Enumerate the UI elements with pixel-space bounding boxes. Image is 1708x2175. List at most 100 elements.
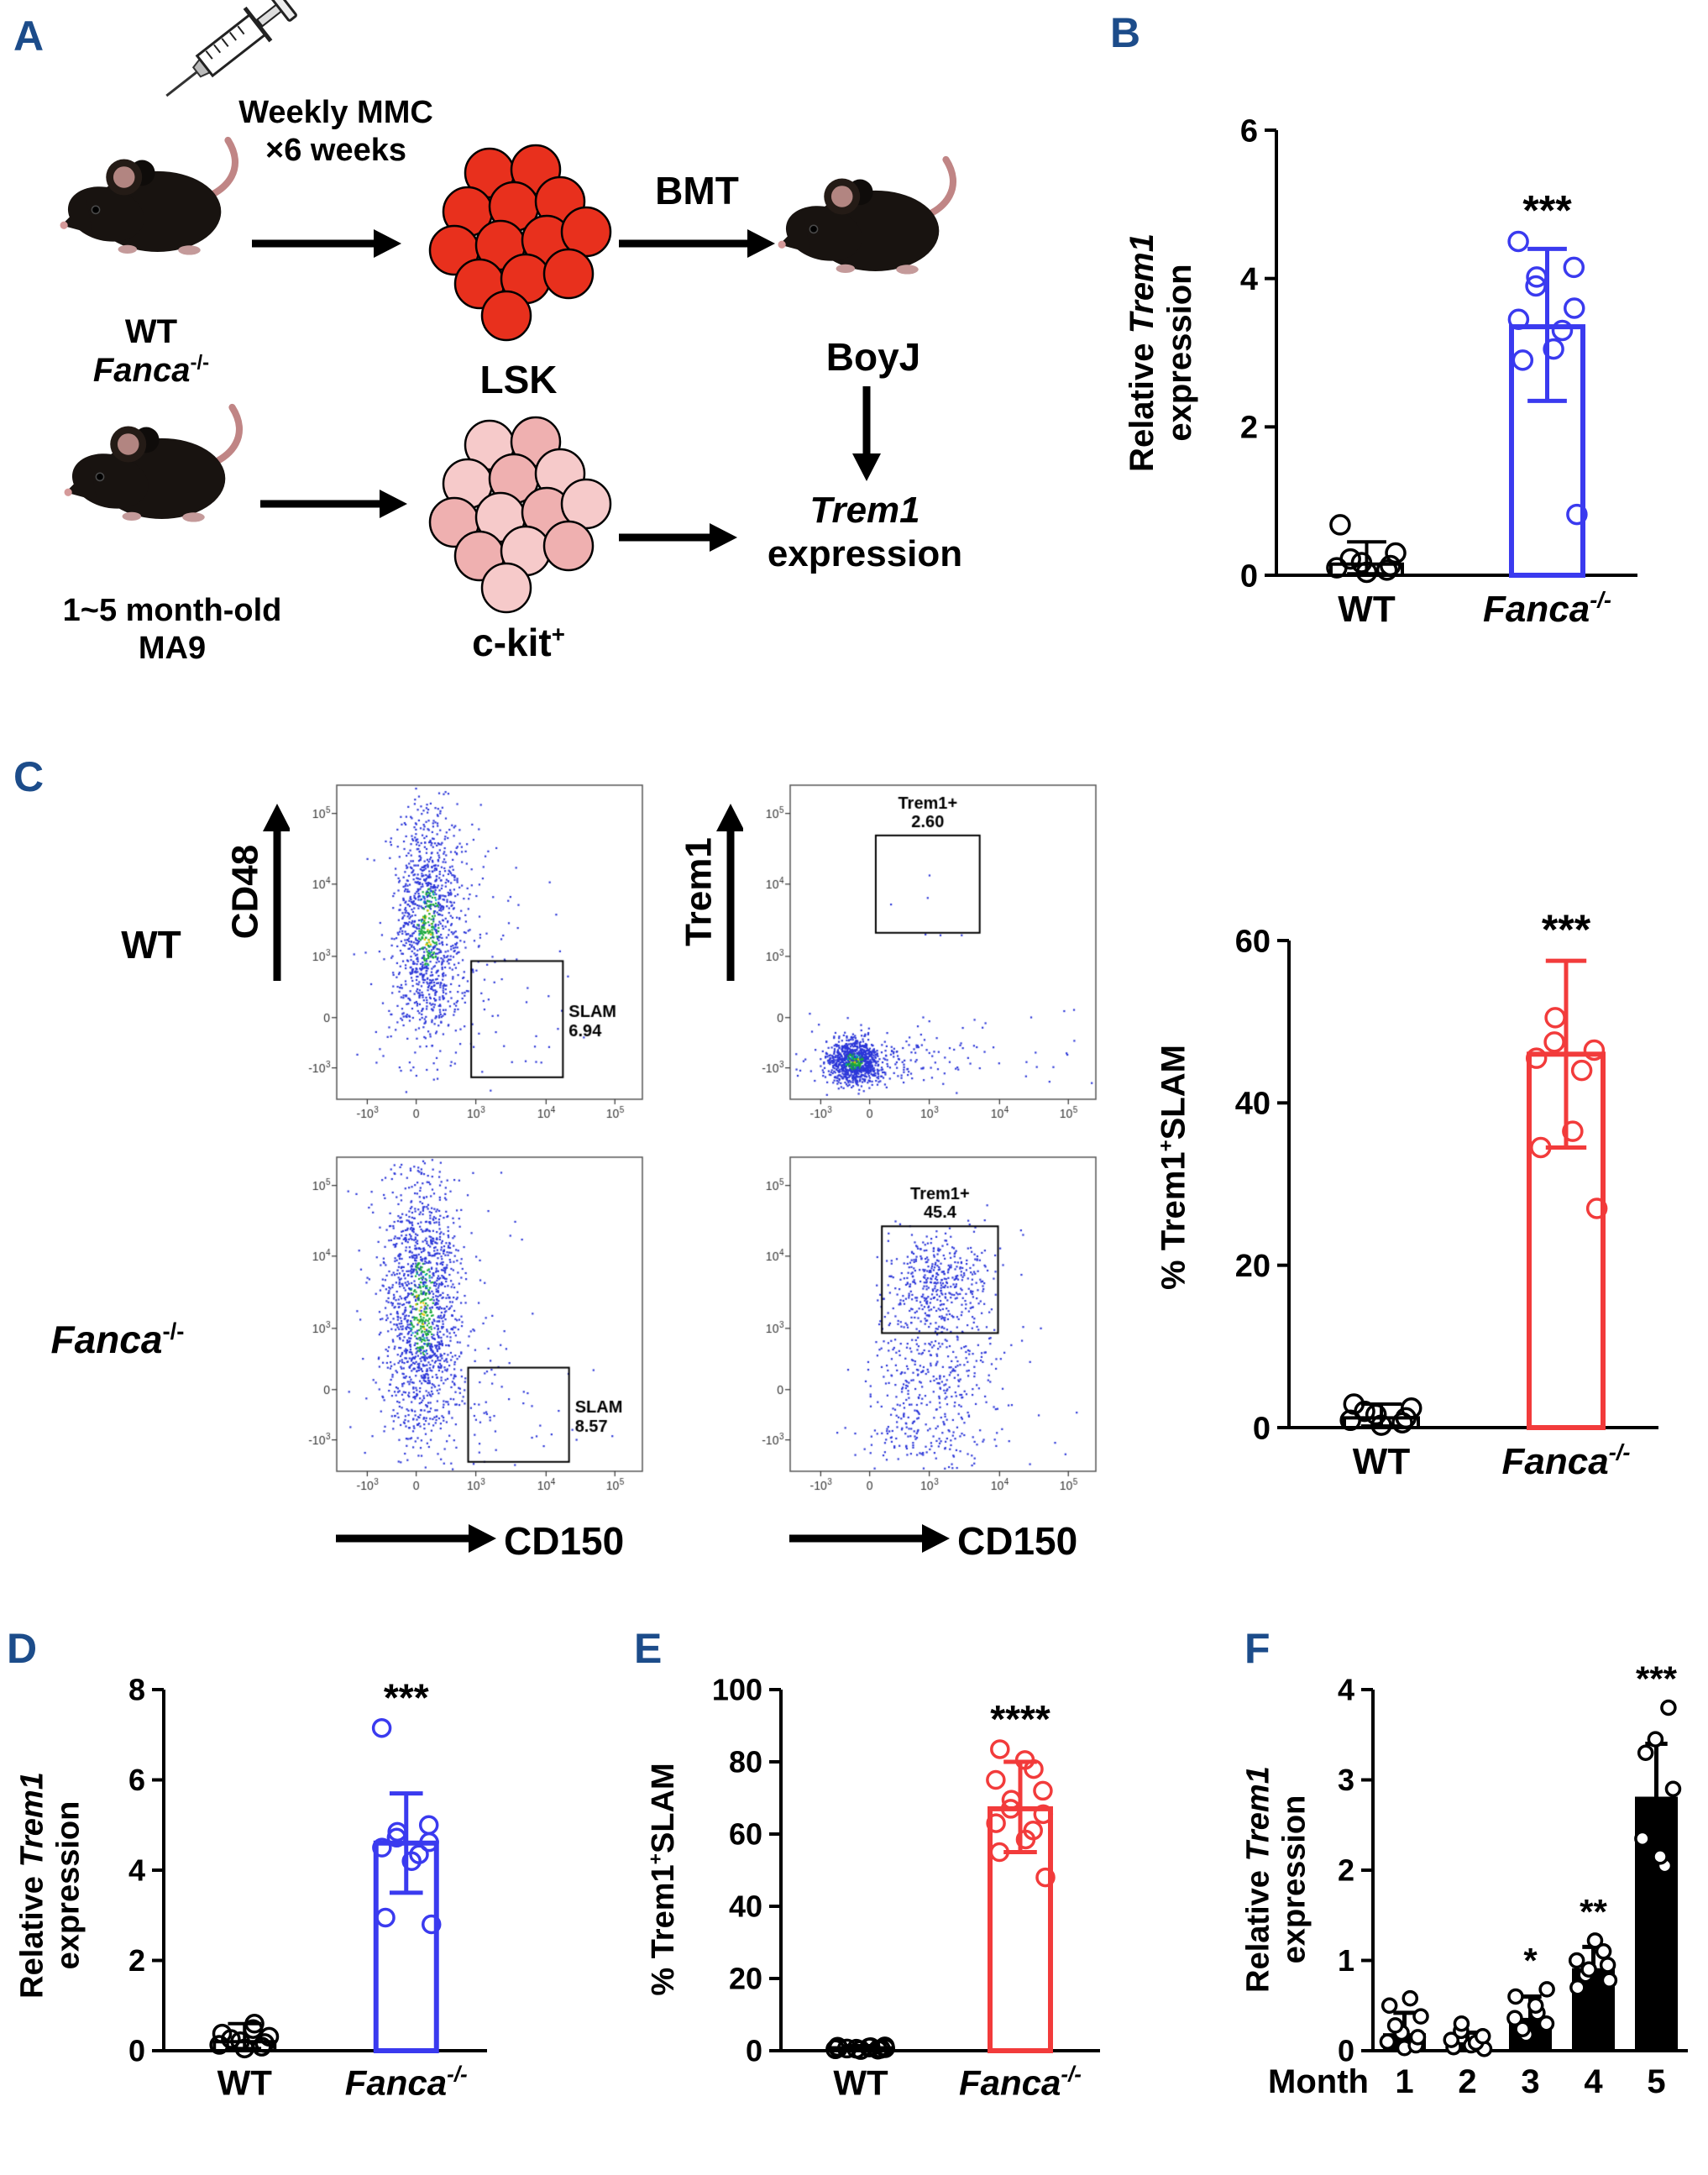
ma9-line1: 1~5 month-old [62, 593, 282, 628]
panel-c-label: C [13, 753, 45, 800]
chart-e-ylabel: % Trem1+SLAM [644, 1763, 682, 1996]
chart-e: 0 20 40 60 80 100 WT **** Fanca-/- [712, 1673, 1100, 2103]
chart-b-ylabel: Relative Trem1 expression [1124, 233, 1199, 472]
cd150-axis-label: CD150 [504, 1519, 625, 1563]
chart-d: 0 2 4 6 8 WT *** Fanca-/- [128, 1673, 487, 2103]
ckit-cells-icon [428, 416, 612, 614]
svg-text:0: 0 [1253, 1411, 1271, 1446]
svg-text:4: 4 [1240, 262, 1258, 297]
svg-text:0: 0 [128, 2034, 145, 2068]
panel-f-label: F [1244, 1625, 1271, 1672]
svg-text:40: 40 [1235, 1087, 1271, 1122]
svg-text:5: 5 [1647, 2063, 1665, 2100]
trem1-word: expression [767, 532, 963, 574]
svg-text:2: 2 [128, 1943, 145, 1978]
svg-text:****: **** [990, 1697, 1050, 1741]
fanca-sup: -/- [190, 351, 210, 375]
svg-text:***: *** [1542, 906, 1591, 953]
trem1-gene: Trem1 [809, 490, 920, 531]
chart-b: 0 2 4 6 WT *** Fanca-/- [1240, 113, 1637, 630]
panel-e-label: E [634, 1625, 663, 1672]
wt-mouse-label: WT [124, 313, 178, 350]
cd150-axis-arrow-icon [336, 1524, 496, 1553]
svg-text:100: 100 [712, 1673, 762, 1707]
svg-text:Fanca-/-: Fanca-/- [959, 2062, 1082, 2103]
svg-text:Fanca-/-: Fanca-/- [1483, 586, 1611, 630]
svg-text:**: ** [1580, 1892, 1607, 1931]
svg-text:1: 1 [1395, 2063, 1413, 2100]
ma9-caption: 1~5 month-old MA9 [29, 592, 315, 668]
svg-text:20: 20 [1235, 1249, 1271, 1284]
flow-plot-wt-slam [290, 777, 651, 1138]
svg-text:***: *** [1522, 187, 1572, 234]
svg-text:4: 4 [1584, 2063, 1603, 2100]
svg-text:60: 60 [1235, 924, 1271, 959]
flow-row-fanca-label: Fanca-/- [50, 1318, 185, 1361]
svg-text:60: 60 [729, 1817, 762, 1852]
ma9-line2: MA9 [138, 630, 207, 666]
arrow-icon [619, 229, 775, 258]
trem1-expression-caption: Trem1 expression [739, 489, 991, 576]
svg-text:6: 6 [128, 1763, 145, 1797]
cd48-axis-arrow-icon [263, 804, 291, 981]
boyj-label: BoyJ [825, 335, 921, 379]
month-axis-label: Month [1268, 2063, 1369, 2100]
flow-plot-fanca-slam [290, 1149, 651, 1510]
svg-text:WT: WT [1353, 1441, 1411, 1482]
ckit-label: c-kit+ [424, 620, 613, 665]
bmt-label: BMT [655, 169, 739, 212]
cd150-axis-label: CD150 [957, 1519, 1078, 1563]
chart-c: 0 20 40 60 WT *** Fanca-/- [1235, 906, 1658, 1482]
mmc-line1: Weekly MMC [238, 95, 433, 130]
ylabel-line1: Relative Trem1 [1124, 233, 1161, 472]
svg-text:2: 2 [1240, 411, 1258, 446]
svg-text:40: 40 [729, 1889, 762, 1924]
lsk-cells-icon [428, 144, 612, 342]
svg-text:80: 80 [729, 1745, 762, 1779]
arrow-icon [260, 490, 407, 518]
cd150-axis-arrow-icon [789, 1524, 950, 1553]
arrow-icon [252, 229, 401, 258]
svg-text:3: 3 [1338, 1763, 1354, 1797]
svg-text:WT: WT [1338, 589, 1396, 630]
svg-text:***: *** [384, 1676, 429, 1720]
syringe-icon [149, 0, 306, 120]
panel-a-label: A [13, 13, 45, 60]
svg-text:3: 3 [1521, 2063, 1539, 2100]
ylabel-line1: Relative Trem1 [14, 1772, 50, 1999]
panel-b-label: B [1110, 9, 1141, 56]
chart-f: 0 1 2 3 4 1 2 * 3 ** 4 *** 5 [1338, 1659, 1688, 2100]
flow-plot-fanca-trem1 [743, 1149, 1104, 1510]
mouse-icon [59, 128, 248, 266]
svg-text:6: 6 [1240, 113, 1258, 149]
ylabel-line2: expression [1276, 1795, 1312, 1964]
svg-text:Fanca-/-: Fanca-/- [345, 2062, 468, 2103]
arrow-icon [619, 523, 737, 552]
ylabel-line1: Relative Trem1 [1240, 1766, 1276, 1993]
svg-text:*: * [1523, 1941, 1538, 1980]
svg-text:4: 4 [1338, 1673, 1354, 1707]
svg-text:0: 0 [1338, 2034, 1354, 2068]
trem1-axis-arrow-icon [716, 804, 745, 981]
chart-f-ylabel: Relative Trem1 expression [1240, 1766, 1312, 1993]
chart-c-ylabel: % Trem1+SLAM [1155, 1045, 1192, 1290]
svg-text:2: 2 [1458, 2063, 1476, 2100]
flow-plot-wt-trem1 [743, 777, 1104, 1138]
svg-text:2: 2 [1338, 1853, 1354, 1888]
mouse-icon [63, 395, 252, 533]
svg-text:8: 8 [128, 1673, 145, 1707]
lsk-label: LSK [479, 358, 558, 401]
ckit-sup: + [551, 621, 565, 647]
svg-text:WT: WT [833, 2063, 888, 2103]
chart-d-ylabel: Relative Trem1 expression [14, 1772, 86, 1999]
ylabel-line2: expression [1161, 264, 1198, 442]
svg-text:0: 0 [746, 2034, 762, 2068]
panel-d-label: D [7, 1625, 38, 1672]
mmc-caption: Weekly MMC ×6 weeks [193, 94, 479, 170]
svg-text:Fanca-/-: Fanca-/- [1502, 1439, 1631, 1482]
svg-text:4: 4 [128, 1853, 145, 1888]
ylabel-line2: expression [50, 1800, 86, 1970]
fanca-gene: Fanca [92, 352, 191, 389]
svg-text:20: 20 [729, 1962, 762, 1996]
